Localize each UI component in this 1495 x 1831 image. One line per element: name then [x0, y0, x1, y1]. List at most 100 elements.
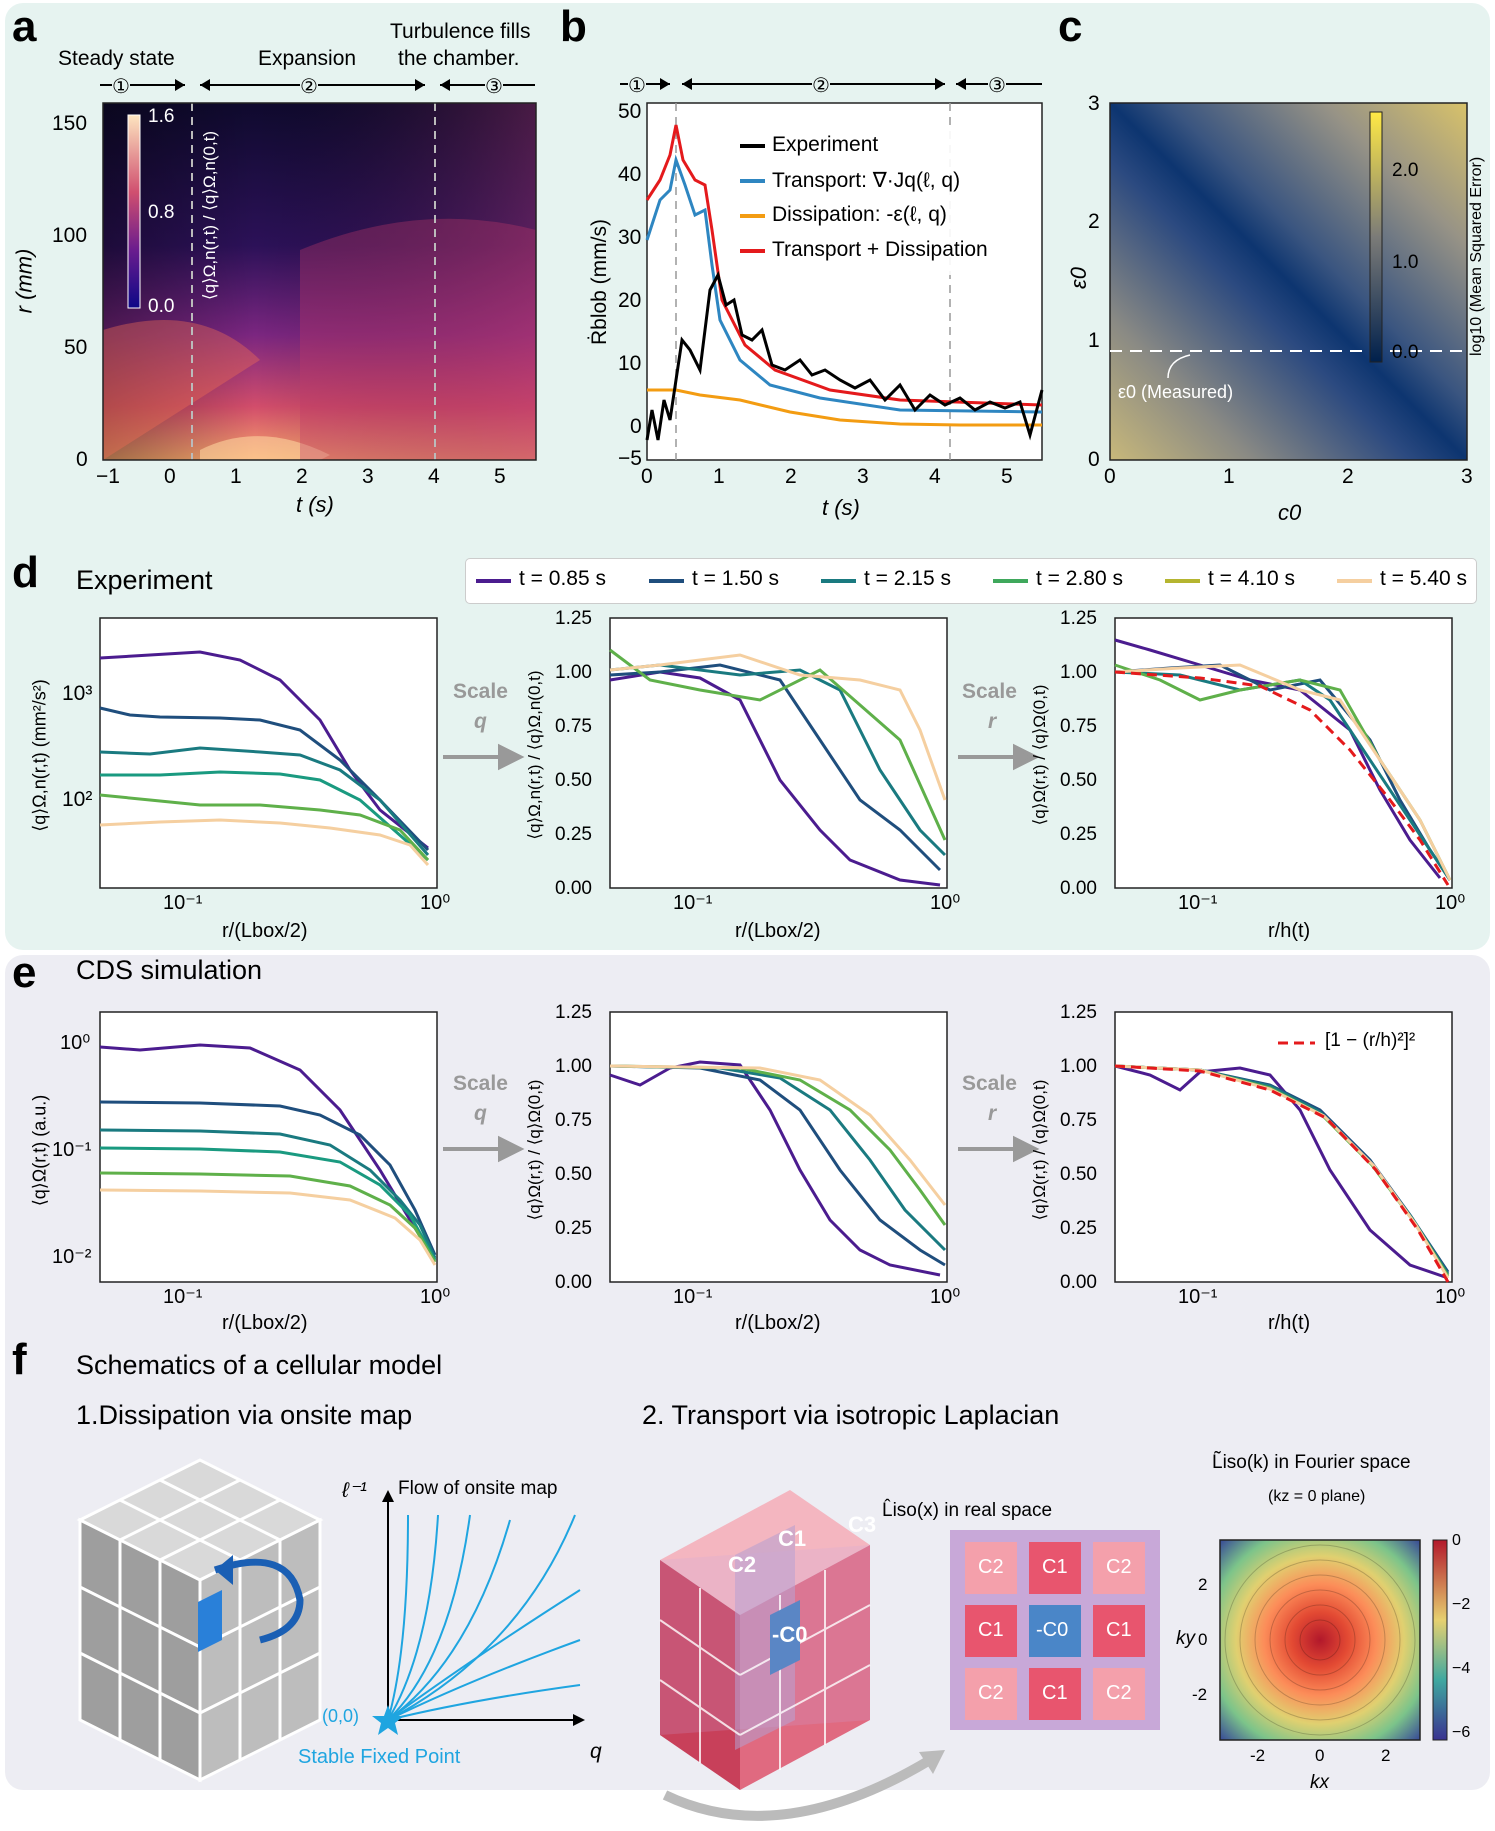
panel-a-heatmap — [102, 102, 537, 461]
c-xlabel: c0 — [1278, 500, 1302, 525]
a-xtick-m1: −1 — [96, 465, 120, 488]
fourier-xtick-0: 0 — [1315, 1746, 1325, 1765]
e2-xtick-1: 10⁻¹ — [673, 1286, 713, 1308]
d1-ytick-1e2: 10² — [62, 788, 93, 811]
phase-num-3: ③ — [485, 74, 503, 99]
b-legend-sum: Transport + Dissipation — [772, 238, 988, 261]
phase-num-2: ② — [300, 74, 318, 99]
grid-cell-01: C1 — [1042, 1556, 1068, 1578]
fourier-ytick-2: 2 — [1198, 1575, 1208, 1594]
d2-ytick-000: 0.00 — [555, 878, 592, 899]
legend-t280: t = 2.80 s — [1036, 567, 1123, 590]
phase-num-1: ① — [112, 74, 130, 99]
e1-ytick-1e-1: 10⁻¹ — [52, 1139, 92, 1161]
e2-ytick-125: 1.25 — [555, 1002, 592, 1023]
c-xtick-0: 0 — [1104, 465, 1116, 488]
d3-xtick-2: 10⁰ — [1435, 892, 1466, 914]
e1-xtick-1: 10⁻¹ — [163, 1286, 203, 1308]
e3-xlabel: r/h(t) — [1268, 1312, 1311, 1334]
b-phase-num-1: ① — [628, 73, 646, 98]
e1-ytick-1e0: 10⁰ — [60, 1032, 91, 1054]
panel-c-heatmap — [1109, 102, 1468, 461]
d3-ytick-025: 0.25 — [1060, 824, 1097, 845]
c-xtick-3: 3 — [1461, 465, 1473, 488]
c-cbar-2: 2.0 — [1392, 160, 1419, 181]
a-ytick-0: 0 — [76, 448, 88, 471]
d-arrow2-r: r — [988, 710, 997, 733]
flow-y-label: ℓ⁻¹ — [342, 1479, 367, 1502]
cube-label-c0: -C0 — [772, 1622, 808, 1647]
panel-d-plots — [99, 617, 1453, 889]
d2-ytick-100: 1.00 — [555, 662, 592, 683]
d3-ytick-125: 1.25 — [1060, 608, 1097, 629]
phase-turbulence-1: Turbulence fills — [390, 20, 531, 43]
b-transport-line — [645, 154, 1043, 414]
c-annotation: ε0 (Measured) — [1118, 382, 1234, 402]
b-legend-transport: Transport: ∇·Jq(ℓ, q) — [772, 169, 961, 192]
real-space-title: L̂iso(x) in real space — [882, 1500, 1053, 1521]
panel-b-chart — [620, 78, 1044, 461]
d2-ytick-025: 0.25 — [555, 824, 592, 845]
panel-f-sub1: 1.Dissipation via onsite map — [76, 1400, 413, 1430]
legend-t410: t = 4.10 s — [1208, 567, 1295, 590]
c-ytick-1: 1 — [1088, 329, 1100, 352]
b-xtick-1: 1 — [713, 465, 725, 488]
grid-cell-00: C2 — [978, 1556, 1004, 1578]
cube-label-c1: C1 — [778, 1526, 807, 1551]
a-xtick-3: 3 — [362, 465, 374, 488]
d2-xtick-1: 10⁻¹ — [673, 892, 713, 914]
b-legend-dissipation: Dissipation: -ε(ℓ, q) — [772, 203, 947, 226]
a-xtick-1: 1 — [230, 465, 242, 488]
c-ytick-0: 0 — [1088, 448, 1100, 471]
b-ytick-30: 30 — [618, 226, 642, 249]
b-xtick-3: 3 — [857, 465, 869, 488]
d-arrow2-scale: Scale — [962, 680, 1017, 703]
legend-t085: t = 0.85 s — [519, 567, 606, 590]
panel-label-e: e — [12, 948, 37, 997]
b-xtick-4: 4 — [929, 465, 941, 488]
panel-f-sub2: 2. Transport via isotropic Laplacian — [642, 1400, 1060, 1430]
fourier-cbar-m4: −4 — [1452, 1660, 1471, 1677]
grid-cell-11: -C0 — [1036, 1619, 1069, 1641]
grid-cell-20: C2 — [978, 1682, 1004, 1704]
d-arrow1-q: q — [474, 710, 487, 733]
legend-t215: t = 2.15 s — [864, 567, 951, 590]
b-experiment-line — [645, 270, 1044, 441]
d2-xtick-2: 10⁰ — [930, 892, 961, 914]
panel-d-title: Experiment — [76, 565, 213, 595]
c-cbar-0: 0.0 — [1392, 342, 1419, 363]
flow-fixed-point: Stable Fixed Point — [298, 1746, 461, 1768]
b-dissipation-line — [647, 388, 1042, 427]
a-ytick-150: 150 — [52, 112, 88, 135]
b-xlabel: t (s) — [822, 495, 860, 520]
panel-d-legend: t = 0.85 s t = 1.50 s t = 2.15 s t = 2.8… — [465, 558, 1477, 604]
e1-xtick-2: 10⁰ — [420, 1286, 451, 1308]
e3-ytick-075: 0.75 — [1060, 1110, 1097, 1131]
a-cbar-0.8: 0.8 — [148, 202, 175, 223]
d1-xtick-2: 10⁰ — [420, 892, 451, 914]
legend-t150: t = 1.50 s — [692, 567, 779, 590]
b-phase-num-2: ② — [812, 73, 830, 98]
b-ytick-10: 10 — [618, 352, 642, 375]
phase-turbulence-2: the chamber. — [398, 47, 520, 70]
a-ytick-100: 100 — [52, 224, 88, 247]
red-laplacian-cube — [659, 1490, 945, 1821]
d1-xlabel: r/(Lbox/2) — [222, 920, 308, 942]
fourier-plot — [1219, 1539, 1448, 1741]
a-xtick-5: 5 — [494, 465, 506, 488]
phase-expansion: Expansion — [258, 47, 357, 70]
b-xtick-2: 2 — [785, 465, 797, 488]
fourier-ytick-m2: -2 — [1192, 1685, 1208, 1704]
e3-ytick-025: 0.25 — [1060, 1218, 1097, 1239]
cube-label-c2: C2 — [728, 1552, 757, 1577]
fourier-title: L̃iso(k) in Fourier space — [1212, 1452, 1411, 1473]
d-arrow1-scale: Scale — [453, 680, 508, 703]
b-ytick-50: 50 — [618, 100, 642, 123]
e2-xtick-2: 10⁰ — [930, 1286, 961, 1308]
fourier-xtick-2: 2 — [1381, 1746, 1391, 1765]
fourier-cbar-0: 0 — [1452, 1532, 1461, 1549]
b-xtick-5: 5 — [1001, 465, 1013, 488]
grid-cell-22: C2 — [1106, 1682, 1132, 1704]
a-ytick-50: 50 — [64, 336, 88, 359]
phase-steady-state: Steady state — [58, 47, 175, 70]
